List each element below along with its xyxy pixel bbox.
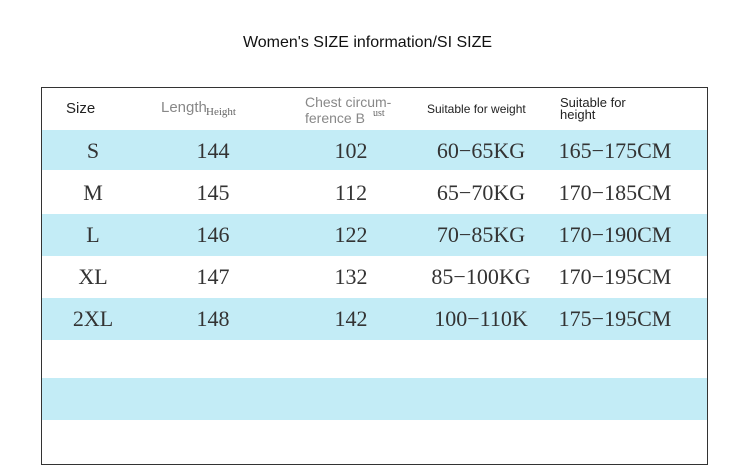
table-cell: S bbox=[86, 138, 100, 163]
table-cell: 145 bbox=[196, 180, 230, 205]
table-cell: 122 bbox=[334, 222, 368, 247]
table-cell: 146 bbox=[196, 222, 230, 247]
row-band bbox=[42, 298, 707, 340]
table-cell: 148 bbox=[196, 306, 230, 331]
table-cell: 170−185CM bbox=[558, 180, 672, 205]
table-row: S 144 102 60−65KG 165−175CM bbox=[42, 130, 707, 172]
header-cell: height bbox=[560, 107, 596, 122]
row-band bbox=[42, 130, 707, 170]
table-row: L 146 122 70−85KG 170−190CM bbox=[42, 214, 707, 256]
size-table: Size Length Height Chest circum- ference… bbox=[41, 87, 708, 465]
table-cell: 112 bbox=[334, 180, 368, 205]
table-cell: 170−190CM bbox=[558, 222, 672, 247]
header-cell: Height bbox=[206, 106, 236, 118]
title: Women's SIZE information/SI SIZE bbox=[242, 34, 493, 51]
table-cell: 165−175CM bbox=[558, 138, 672, 163]
table-cell: 70−85KG bbox=[436, 222, 526, 247]
table-cell: L bbox=[86, 222, 100, 247]
table-row: M 145 112 65−70KG 170−185CM bbox=[42, 172, 707, 214]
table-cell: 65−70KG bbox=[436, 180, 526, 205]
table-cell: XL bbox=[78, 264, 108, 289]
header-cell: ust bbox=[373, 108, 385, 119]
table-cell: 60−65KG bbox=[436, 138, 526, 163]
table-row: 2XL 148 142 100−110K 175−195CM bbox=[42, 298, 707, 340]
table-cell: M bbox=[83, 180, 103, 205]
table-cell: 175−195CM bbox=[558, 306, 672, 331]
table-cell: 100−110K bbox=[434, 306, 528, 331]
header-cell: Suitable for bbox=[560, 95, 626, 110]
header-cell: ference B bbox=[305, 110, 365, 126]
table-cell: 2XL bbox=[72, 306, 114, 331]
table-cell: 144 bbox=[196, 138, 230, 163]
row-band bbox=[42, 378, 707, 420]
header-cell: Size bbox=[66, 100, 96, 117]
table-cell: 102 bbox=[334, 138, 368, 163]
table-row: XL 147 132 85−100KG 170−195CM bbox=[42, 256, 707, 298]
header-cell: Suitable for weight bbox=[427, 102, 526, 116]
table-cell: 132 bbox=[334, 264, 368, 289]
table-cell: 85−100KG bbox=[431, 264, 531, 289]
header-cell: Length bbox=[161, 99, 207, 116]
row-band bbox=[42, 214, 707, 256]
table-cell: 142 bbox=[334, 306, 368, 331]
header-cell: Chest circum- bbox=[305, 94, 392, 110]
table-cell: 170−195CM bbox=[558, 264, 672, 289]
table-cell: 147 bbox=[196, 264, 230, 289]
